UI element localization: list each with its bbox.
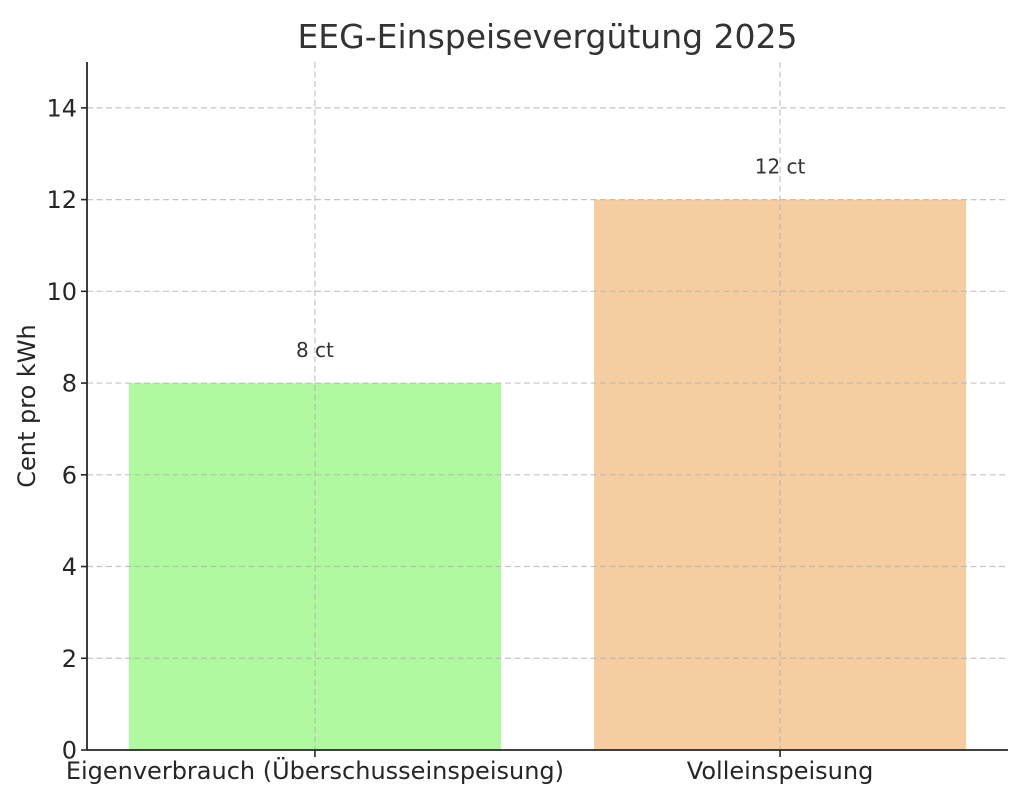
y-tick-label: 12	[46, 186, 77, 214]
y-tick-label: 4	[62, 553, 77, 581]
x-tick-label: Volleinspeisung	[687, 757, 874, 785]
x-tick-label: Eigenverbrauch (Überschusseinspeisung)	[66, 756, 564, 785]
y-tick-label: 6	[62, 461, 77, 489]
y-tick-label: 0	[62, 737, 77, 765]
y-tick-label: 2	[62, 645, 77, 673]
y-tick-label: 10	[46, 278, 77, 306]
axes-group	[81, 62, 1008, 757]
data-label: 12 ct	[755, 155, 806, 179]
labels-group: 0 2 4 6 8 10 12 14 Eigenverbrauch (Überschussein…	[46, 94, 873, 785]
chart-title: EEG-Einspeisevergütung 2025	[297, 17, 797, 56]
data-label: 8 ct	[296, 338, 334, 362]
y-axis-label: Cent pro kWh	[13, 324, 41, 488]
y-tick-label: 14	[46, 94, 77, 122]
y-tick-label: 8	[62, 370, 77, 398]
